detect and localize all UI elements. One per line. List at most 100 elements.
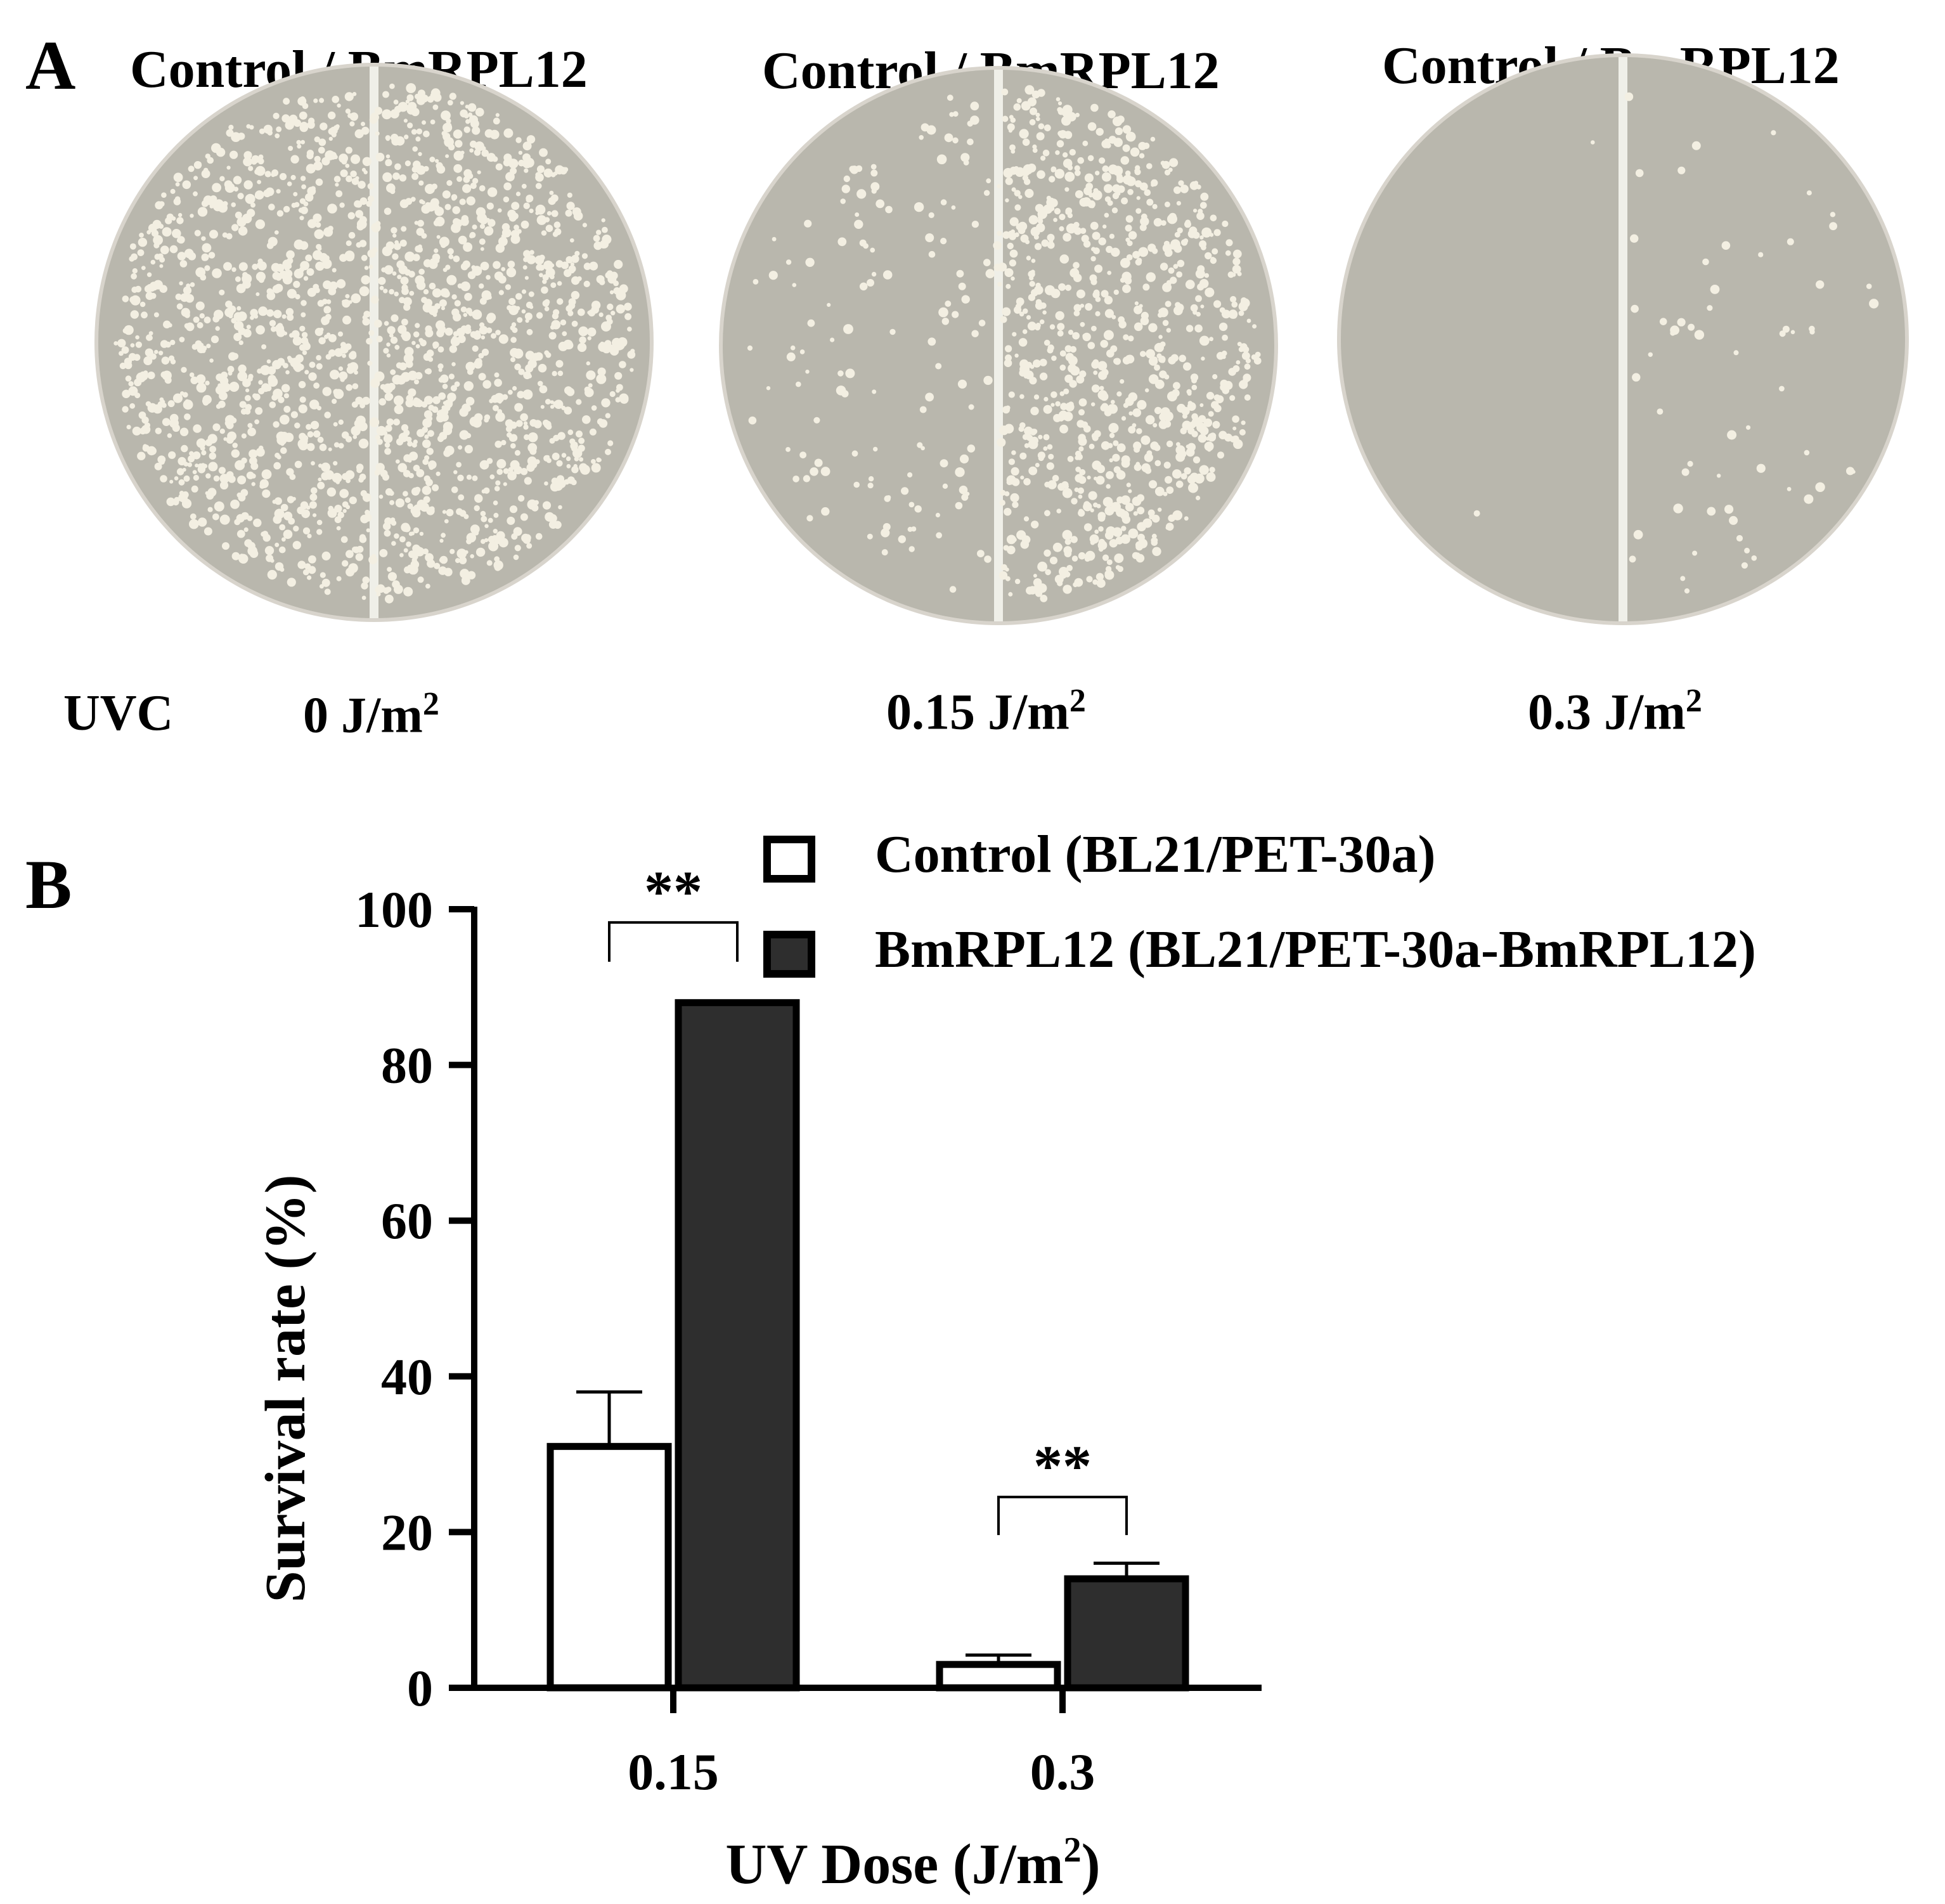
colony [376,335,383,342]
colony [393,100,399,105]
colony [921,446,925,451]
colony [1145,415,1155,425]
colony [1088,491,1097,500]
colony [313,98,318,103]
colony [200,463,206,469]
colony [370,295,379,304]
colony [1056,97,1061,101]
colony [202,395,212,405]
colony [1158,420,1168,429]
petri-plate-0 [94,63,654,622]
colony [1192,456,1201,463]
colony [1657,408,1664,415]
colony [432,484,439,491]
colony [1184,467,1191,475]
colony [1034,233,1038,237]
colony [1190,304,1198,312]
colony [1042,150,1050,157]
colony [870,182,880,191]
colony [235,211,242,219]
colony [174,196,181,202]
colony [925,392,934,402]
colony [386,418,394,426]
petri-plate-2 [1337,53,1909,625]
colony [257,158,264,165]
legend-swatch-control [763,836,815,883]
colony [153,235,163,245]
colony [306,505,311,510]
colony [1213,229,1221,236]
colony [1139,182,1148,191]
colony [1756,463,1766,473]
colony [550,400,554,405]
colony [1148,323,1158,332]
colony [438,377,444,383]
colony [250,473,256,479]
colony [1012,501,1019,508]
colony [129,243,136,250]
colony [841,185,851,193]
colony [1011,187,1016,192]
y-tick-label: 80 [381,1037,433,1094]
colony [540,405,545,409]
colony [1180,239,1188,246]
colony [843,175,851,183]
colony [1210,214,1217,222]
colony [463,126,470,133]
colony [1241,380,1246,385]
colony [441,533,446,538]
colony [255,292,260,296]
colony [1083,186,1092,195]
colony [510,357,515,363]
colony [298,441,308,451]
colony [914,202,924,212]
colony [1095,573,1104,581]
colony [562,331,567,337]
colony [1142,283,1150,291]
colony [1120,379,1125,384]
colony [820,467,830,476]
colony [297,560,306,569]
colony [1154,486,1165,496]
colony [314,287,320,294]
colony [283,393,289,399]
colony [1116,115,1125,124]
colony [226,165,231,170]
colony [269,401,276,408]
colony [1815,482,1825,492]
colony [582,223,588,228]
colony [1128,335,1134,342]
colony [593,235,600,242]
colony [1089,534,1099,544]
colony [1059,365,1066,371]
colony [1222,309,1231,319]
colony [227,431,236,441]
colony [1758,252,1764,257]
significance-label: ** [644,859,702,924]
colony [565,256,573,264]
colony [1040,595,1048,602]
colony [1009,144,1016,151]
colony [796,381,801,387]
colony [1045,569,1051,576]
colony [481,149,489,157]
colony [495,330,501,335]
colony [235,276,241,282]
colony [394,163,401,171]
colony [971,330,979,337]
colony [534,500,539,505]
colony [299,241,309,250]
colony [1005,345,1012,353]
colony [391,227,397,234]
colony [486,217,490,223]
colony [161,356,170,365]
legend-label-control: Control (BL21/PET-30a) [875,825,1435,884]
colony [1866,283,1872,289]
colony [415,136,421,142]
colony [486,275,491,280]
colony [377,439,383,445]
colony [1172,510,1183,521]
colony [1061,481,1069,489]
colony [1074,578,1083,587]
colony [404,347,414,356]
